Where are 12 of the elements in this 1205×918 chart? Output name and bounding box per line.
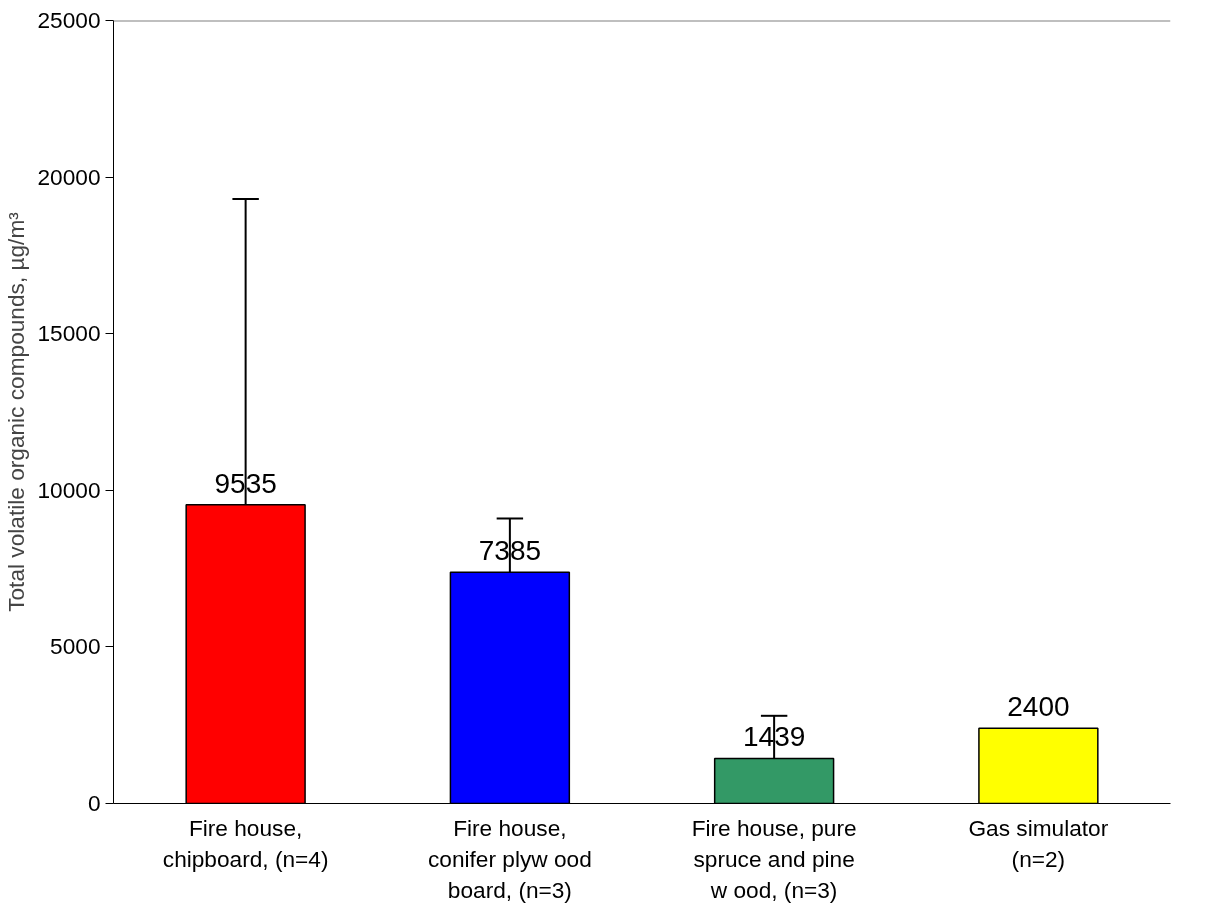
y-tick-label: 15000	[37, 320, 101, 347]
y-tick-label: 0	[87, 790, 101, 816]
x-tick-label: Fire house, chipboard, (n=4)	[162, 814, 329, 872]
y-tick-label: 20000	[37, 163, 101, 190]
y-tick-label: 5000	[50, 633, 101, 660]
y-axis-title: Total volatile organic compounds, µg/m³	[3, 211, 30, 612]
x-tick-label: Fire house, conifer plyw ood board, (n=3)	[428, 814, 592, 903]
data-label: 2400	[1007, 691, 1070, 723]
y-tick-label: 25000	[37, 7, 101, 33]
y-tick-label: 10000	[37, 476, 101, 503]
x-tick-label: Fire house, pure spruce and pine w ood, (n=3)	[691, 814, 857, 903]
x-tick-label: Gas simulator (n=2)	[968, 814, 1109, 872]
